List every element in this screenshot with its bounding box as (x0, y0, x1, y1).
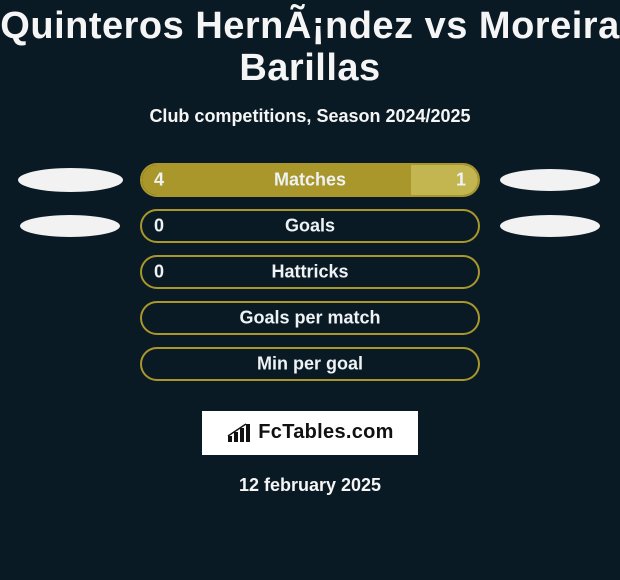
player-right-ellipse (500, 169, 600, 191)
stats-container: 4 Matches 1 0 Goals 0 Hattricks Goals per match… (0, 157, 620, 387)
footer-date: 12 february 2025 (0, 475, 620, 496)
stat-bar: Goals per match (140, 301, 480, 335)
stat-right-side (480, 215, 620, 237)
player-right-ellipse (500, 215, 600, 237)
stat-row: Goals per match (0, 295, 620, 341)
stat-label: Matches (274, 169, 346, 190)
stat-bar: 0 Hattricks (140, 255, 480, 289)
stat-right-value: 1 (456, 169, 466, 190)
stat-left-value: 0 (154, 215, 164, 236)
stat-left-side (0, 215, 140, 237)
brand-text: FcTables.com (258, 421, 394, 444)
stat-row: 0 Hattricks (0, 249, 620, 295)
brand-bars-icon (226, 422, 252, 444)
stat-right-side (480, 169, 620, 191)
stat-label: Goals (285, 215, 335, 236)
page-subtitle: Club competitions, Season 2024/2025 (0, 106, 620, 127)
stat-bar: 0 Goals (140, 209, 480, 243)
stat-left-side (0, 168, 140, 192)
stat-label: Goals per match (239, 307, 380, 328)
stat-bar: Min per goal (140, 347, 480, 381)
stat-bar: 4 Matches 1 (140, 163, 480, 197)
brand-badge: FcTables.com (202, 411, 418, 455)
stat-left-value: 0 (154, 261, 164, 282)
stat-bar-fill-right (411, 165, 478, 195)
stat-left-value: 4 (154, 169, 164, 190)
stat-row: Min per goal (0, 341, 620, 387)
stat-row: 0 Goals (0, 203, 620, 249)
stat-label: Min per goal (257, 353, 363, 374)
stat-row: 4 Matches 1 (0, 157, 620, 203)
player-left-ellipse (20, 215, 120, 237)
page-title: Quinteros HernÃ¡ndez vs Moreira Barillas (0, 0, 620, 90)
player-left-ellipse (18, 168, 123, 192)
stat-label: Hattricks (271, 261, 348, 282)
